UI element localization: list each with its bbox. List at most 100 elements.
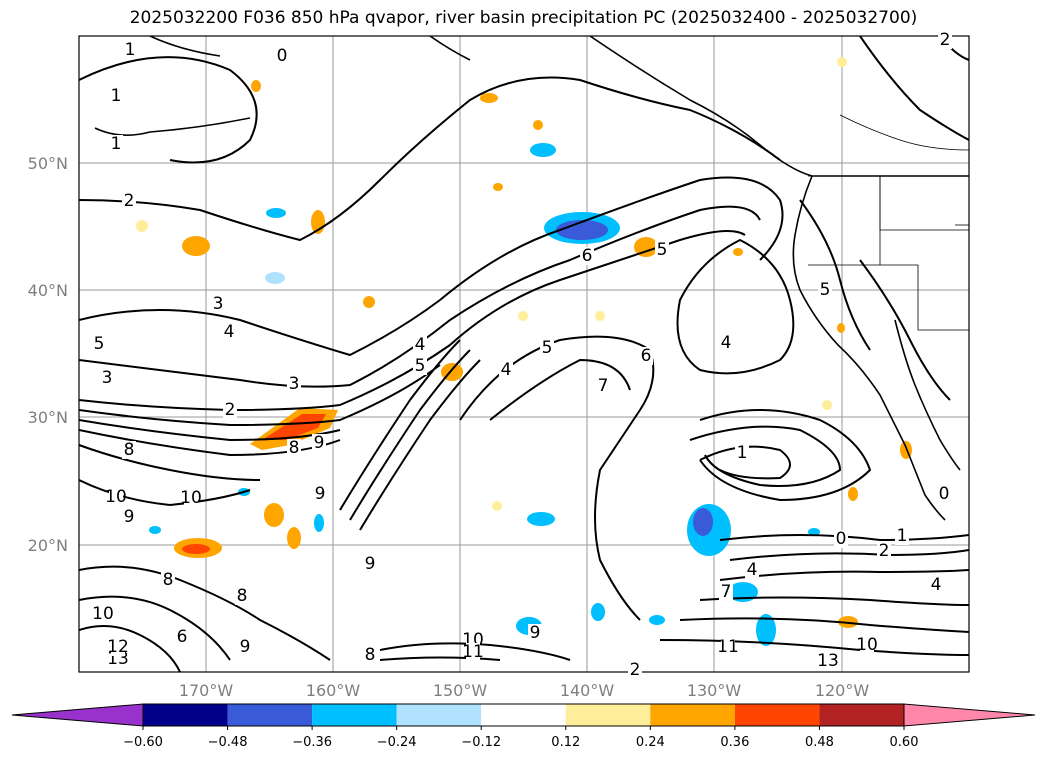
colorbar-extend-high bbox=[903, 703, 1036, 727]
contour-label: 6 bbox=[582, 246, 593, 266]
colorbar-bin bbox=[143, 704, 228, 726]
contour-label: 2 bbox=[630, 660, 641, 680]
contour-label: 10 bbox=[92, 604, 114, 624]
contour-label-bg bbox=[363, 555, 377, 573]
lat-label-50n: 50°N bbox=[28, 154, 68, 173]
contour-label-bg bbox=[313, 485, 327, 503]
contour-label: 4 bbox=[415, 335, 426, 355]
colorbar-tick-label: −0.24 bbox=[377, 735, 417, 750]
colorbar-bin bbox=[565, 704, 651, 726]
contour-label: 5 bbox=[542, 338, 553, 358]
colorbar-bin bbox=[396, 704, 482, 726]
contour-label: 9 bbox=[314, 433, 325, 453]
lon-label-160w: 160°W bbox=[306, 681, 361, 700]
colorbar-bin bbox=[227, 704, 313, 726]
contour-label: 7 bbox=[598, 376, 609, 396]
contour-label: 0 bbox=[836, 529, 847, 549]
contour-label: 2 bbox=[124, 191, 135, 211]
contour-label: 3 bbox=[102, 368, 113, 388]
contour-label-bg bbox=[938, 31, 952, 49]
contour-label: 0 bbox=[277, 46, 288, 66]
colorbar: −0.60 −0.48 −0.36 −0.24 −0.12 0.12 0.24 0.36 0.4… bbox=[11, 703, 1036, 750]
colorbar-tick-label: −0.60 bbox=[123, 735, 163, 750]
contour-label-bg bbox=[466, 643, 480, 661]
contour-label-bg bbox=[639, 347, 653, 365]
contour-label-bg bbox=[528, 624, 542, 642]
contour-label-bg bbox=[818, 281, 832, 299]
contour-label-bg bbox=[109, 488, 123, 506]
contour-label-bg bbox=[123, 41, 137, 59]
contour-label-bg bbox=[834, 530, 848, 548]
contour-label-bg bbox=[96, 605, 110, 623]
contour-label-bg bbox=[540, 339, 554, 357]
contour-label-bg bbox=[821, 652, 835, 670]
contour-label: 8 bbox=[163, 570, 174, 590]
contour-label-bg bbox=[184, 489, 198, 507]
contour-label-bg bbox=[122, 192, 136, 210]
contour-label: 13 bbox=[817, 651, 839, 671]
contour-label: 1 bbox=[897, 526, 908, 546]
contour-label: 4 bbox=[931, 575, 942, 595]
contour-label: 9 bbox=[530, 623, 541, 643]
colorbar-tick-label: −0.48 bbox=[208, 735, 248, 750]
colorbar-tick-label: 0.12 bbox=[551, 735, 580, 750]
colorbar-tick-label: −0.36 bbox=[292, 735, 332, 750]
contour-label: 8 bbox=[237, 586, 248, 606]
contour-label-bg bbox=[175, 628, 189, 646]
contour-label: 5 bbox=[415, 356, 426, 376]
contour-label: 8 bbox=[124, 440, 135, 460]
lon-label-130w: 130°W bbox=[687, 681, 742, 700]
contour-label: 2 bbox=[879, 541, 890, 561]
contour-label-bg bbox=[238, 638, 252, 656]
contour-label: 4 bbox=[224, 322, 235, 342]
contour-label-bg bbox=[122, 441, 136, 459]
gridlines bbox=[79, 36, 969, 672]
contour-label-bg bbox=[222, 323, 236, 341]
contour-label-bg bbox=[860, 636, 874, 654]
contour-label-bg bbox=[413, 357, 427, 375]
contour-label-bg bbox=[312, 434, 326, 452]
contour-label-bg bbox=[111, 638, 125, 656]
contour-label: 2 bbox=[225, 400, 236, 420]
lat-label-30n: 30°N bbox=[28, 408, 68, 427]
contour-label-bg bbox=[161, 571, 175, 589]
contour-label: 8 bbox=[365, 645, 376, 665]
contour-label-bg bbox=[719, 583, 733, 601]
lat-label-20n: 20°N bbox=[28, 536, 68, 555]
contour-label-bg bbox=[499, 361, 513, 379]
contour-label-bg bbox=[211, 295, 225, 313]
contour-label: 1 bbox=[125, 40, 136, 60]
contour-label-bg bbox=[628, 661, 642, 679]
contour-label-bg bbox=[122, 508, 136, 526]
contour-label-bg bbox=[580, 247, 594, 265]
colorbar-tick-label: 0.48 bbox=[805, 735, 834, 750]
contour-label: 10 bbox=[180, 488, 202, 508]
contour-label-bg bbox=[596, 377, 610, 395]
contour-label: 9 bbox=[240, 637, 251, 657]
contour-label-bg bbox=[735, 444, 749, 462]
colorbar-bin bbox=[481, 704, 566, 726]
map-area bbox=[79, 36, 969, 672]
contour-label-bg bbox=[363, 646, 377, 664]
contour-label-bg bbox=[92, 335, 106, 353]
contour-label-bg bbox=[413, 336, 427, 354]
contour-label: 10 bbox=[105, 487, 127, 507]
contour-label-bg bbox=[655, 241, 669, 259]
lon-label-170w: 170°W bbox=[179, 681, 234, 700]
contour-label-bg bbox=[287, 439, 301, 457]
contour-label-bg bbox=[877, 542, 891, 560]
colorbar-tick-label: 0.24 bbox=[636, 735, 665, 750]
colorbar-bin bbox=[734, 704, 820, 726]
map-title: 2025032200 F036 850 hPa qvapor, river ba… bbox=[129, 8, 918, 28]
contour-label-bg bbox=[223, 401, 237, 419]
contour-label-bg bbox=[109, 135, 123, 153]
colorbar-tick-label: 0.36 bbox=[720, 735, 749, 750]
contour-label: 11 bbox=[462, 642, 484, 662]
lon-label-120w: 120°W bbox=[815, 681, 870, 700]
colorbar-bin bbox=[650, 704, 735, 726]
colorbar-bin bbox=[312, 704, 397, 726]
contour-label: 0 bbox=[939, 484, 950, 504]
contour-label: 2 bbox=[940, 30, 951, 50]
